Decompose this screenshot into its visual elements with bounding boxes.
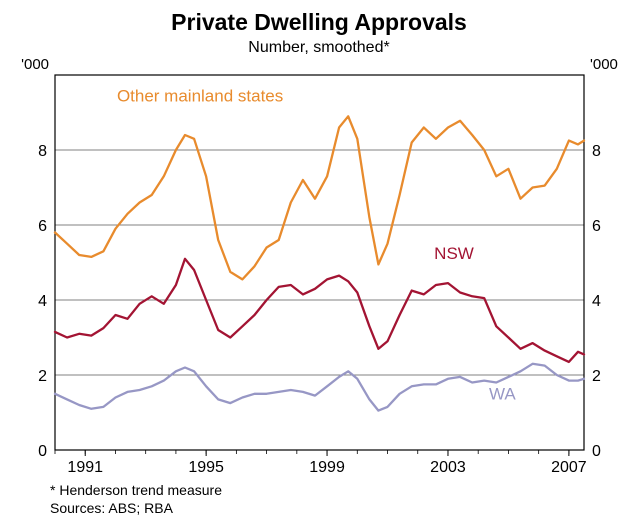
chart-bg [0,0,639,526]
y-tick-right: 6 [592,218,601,235]
chart-title: Private Dwelling Approvals [171,9,467,35]
y-tick-right: 2 [592,368,601,385]
y-tick-left: 6 [38,218,47,235]
x-tick-label: 1995 [188,459,224,476]
y-unit-left: '000 [21,56,49,73]
x-tick-label: 1999 [309,459,345,476]
y-tick-left: 2 [38,368,47,385]
x-tick-label: 2007 [551,459,587,476]
y-unit-right: '000 [590,56,618,73]
y-tick-left: 8 [38,143,47,160]
x-tick-label: 1991 [67,459,103,476]
y-tick-right: 4 [592,293,601,310]
x-tick-label: 2003 [430,459,466,476]
y-tick-right: 8 [592,143,601,160]
label-other: Other mainland states [117,86,283,105]
y-tick-left: 0 [38,443,47,460]
dwelling-approvals-chart: Private Dwelling Approvals Number, smooth… [0,0,639,526]
y-tick-right: 0 [592,443,601,460]
y-tick-left: 4 [38,293,47,310]
label-wa: WA [489,384,516,403]
footnote: * Henderson trend measure [50,482,222,498]
chart-subtitle: Number, smoothed* [248,39,389,56]
label-nsw: NSW [434,244,474,263]
sources: Sources: ABS; RBA [50,500,174,516]
